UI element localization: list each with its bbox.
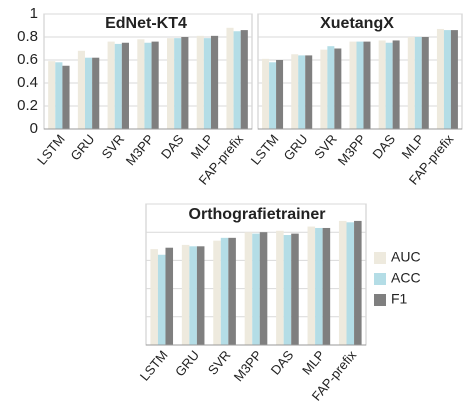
- bar: [363, 41, 371, 129]
- chart-title: XuetangX: [320, 15, 394, 32]
- bar: [320, 49, 328, 129]
- legend-label: ACC: [391, 270, 421, 286]
- chart-title: EdNet-KT4: [105, 15, 187, 32]
- bar: [291, 233, 299, 345]
- bar: [196, 35, 204, 129]
- x-tick-label: DAS: [369, 131, 398, 161]
- bar: [354, 220, 362, 345]
- y-tick-label: 0.2: [17, 97, 38, 114]
- bar: [259, 232, 268, 345]
- bar: [210, 35, 219, 129]
- x-tick-label: MLP: [299, 347, 328, 377]
- y-tick-label: 1: [30, 5, 38, 22]
- bar: [181, 244, 190, 345]
- bar: [349, 41, 357, 129]
- bar: [181, 37, 189, 129]
- bar: [262, 58, 270, 129]
- bar: [77, 50, 86, 129]
- bar: [315, 227, 323, 345]
- bar: [392, 40, 400, 130]
- bar: [213, 240, 221, 345]
- bar: [55, 62, 63, 129]
- x-tick-label: M3PP: [231, 347, 265, 384]
- bar: [276, 60, 284, 129]
- bar: [107, 41, 115, 129]
- bar: [189, 246, 197, 345]
- bar: [305, 55, 313, 129]
- x-tick-label: DAS: [158, 131, 187, 161]
- bar: [62, 65, 70, 129]
- y-tick-label: 0: [30, 120, 38, 137]
- bar: [338, 220, 347, 345]
- bar: [150, 249, 158, 345]
- x-tick-label: LSTM: [137, 347, 171, 383]
- bar: [276, 230, 284, 345]
- bar: [421, 37, 429, 129]
- bar: [220, 237, 229, 345]
- bar: [378, 40, 386, 130]
- bar: [346, 222, 355, 345]
- x-tick-label: LSTM: [34, 131, 68, 167]
- bar: [137, 39, 145, 129]
- bar: [114, 43, 122, 129]
- bar: [407, 37, 415, 129]
- bar: [291, 54, 299, 129]
- bar: [443, 30, 451, 130]
- bar: [298, 55, 306, 129]
- bar: [307, 226, 316, 345]
- bar: [203, 38, 211, 129]
- bar: [144, 42, 152, 129]
- bar: [167, 38, 175, 129]
- x-tick-label: GRU: [172, 347, 202, 379]
- bar: [414, 37, 422, 129]
- legend-swatch: [374, 273, 386, 285]
- y-tick-label: 0.4: [17, 74, 38, 91]
- bar: [385, 42, 393, 129]
- x-tick-label: LSTM: [248, 131, 282, 167]
- bar: [228, 237, 236, 345]
- bar: [226, 27, 234, 129]
- y-tick-label: 0.8: [17, 28, 38, 45]
- legend-label: F1: [391, 291, 408, 307]
- x-tick-label: DAS: [268, 347, 297, 377]
- bar: [269, 62, 277, 129]
- bar: [322, 227, 331, 345]
- bar: [334, 48, 342, 129]
- bar: [244, 232, 253, 345]
- bar: [436, 28, 444, 130]
- legend-swatch: [374, 294, 386, 306]
- bar: [240, 30, 248, 130]
- bar: [151, 41, 159, 129]
- bar: [174, 38, 182, 129]
- chart-title: Orthografietrainer: [189, 206, 326, 223]
- bar: [283, 235, 292, 345]
- x-tick-label: M3PP: [123, 131, 157, 168]
- bar: [233, 31, 241, 129]
- bar: [450, 30, 458, 130]
- y-tick-label: 0.6: [17, 51, 38, 68]
- legend-label: AUC: [391, 249, 421, 265]
- x-tick-label: GRU: [67, 131, 97, 163]
- bar: [121, 42, 129, 129]
- bar: [252, 233, 260, 345]
- bar: [157, 254, 166, 345]
- x-tick-label: SVR: [205, 347, 234, 377]
- bar: [165, 247, 174, 345]
- bar: [356, 41, 364, 129]
- x-tick-label: GRU: [281, 131, 311, 163]
- x-tick-label: M3PP: [335, 131, 369, 168]
- bar: [92, 57, 100, 130]
- bar: [85, 57, 93, 130]
- bar: [48, 61, 56, 129]
- bar: [196, 246, 205, 345]
- bar: [327, 46, 335, 130]
- legend-swatch: [374, 252, 386, 264]
